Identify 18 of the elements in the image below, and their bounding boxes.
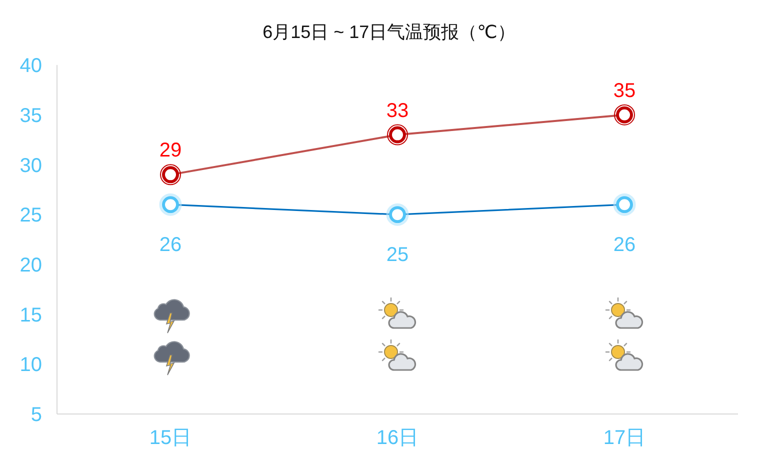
y-tick-label: 25 — [20, 204, 42, 227]
data-label: 33 — [386, 100, 409, 122]
y-tick-label: 30 — [20, 154, 42, 177]
x-tick-label: 16日 — [376, 427, 419, 450]
y-tick-label: 20 — [20, 254, 42, 277]
x-tick-label: 15日 — [149, 427, 192, 450]
data-label: 25 — [386, 244, 409, 266]
y-tick-label: 10 — [20, 354, 42, 376]
data-label: 35 — [613, 80, 636, 102]
y-tick-label: 15 — [20, 304, 42, 326]
data-label: 26 — [613, 234, 636, 256]
data-label: 29 — [159, 140, 182, 162]
x-tick-label: 17日 — [603, 427, 646, 450]
y-tick-label: 40 — [20, 55, 42, 78]
y-tick-label: 35 — [20, 104, 42, 127]
chart-title: 6月15日 ~ 17日气温预报（℃） — [262, 21, 516, 44]
data-label: 26 — [159, 234, 182, 256]
y-tick-label: 5 — [30, 404, 42, 426]
